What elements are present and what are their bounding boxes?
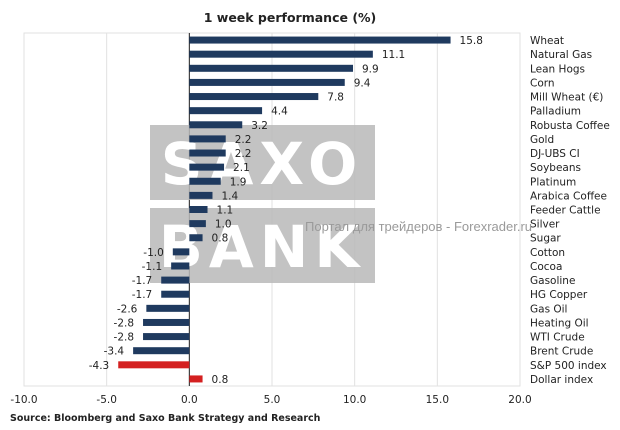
value-label: 0.8: [212, 233, 229, 245]
category-label: Palladium: [530, 106, 581, 118]
value-label: 3.2: [251, 120, 268, 132]
value-label: -1.7: [132, 289, 153, 301]
bar: [171, 262, 190, 270]
grid: [23, 32, 521, 387]
bar: [189, 177, 221, 185]
category-label: Sugar: [530, 233, 561, 245]
category-label: Cotton: [530, 247, 565, 259]
category-labels: Wheat Natural Gas Lean Hogs Corn Mill Wheat …: [530, 35, 610, 386]
bar: [146, 304, 190, 312]
value-label: 4.4: [271, 106, 288, 118]
bar: [189, 107, 263, 115]
category-label: DJ-UBS CI: [530, 148, 580, 160]
value-labels: 15.8 11.19.9 9.4 7.8 4.43.2 2.2 2.2 2.1 1.9 1.4 1.…: [89, 35, 483, 386]
bar: [189, 206, 208, 213]
category-label: Arabica Coffee: [530, 190, 607, 202]
value-label: 15.8: [460, 35, 483, 47]
chart-title: 1 week performance (%): [204, 10, 377, 25]
bar: [189, 135, 226, 143]
category-label: Robusta Coffee: [530, 120, 610, 132]
bar: [189, 64, 354, 72]
value-label: 0.8: [212, 374, 229, 386]
value-label: 11.1: [382, 49, 405, 61]
category-label: Mill Wheat (€): [530, 92, 603, 104]
category-label: Wheat: [530, 35, 564, 47]
category-label: HG Copper: [530, 289, 588, 301]
category-label: WTI Crude: [530, 332, 585, 344]
bar: [189, 375, 203, 383]
bars: [118, 36, 451, 383]
bar: [143, 333, 190, 341]
category-label: Dollar index: [530, 374, 593, 386]
bar: [189, 191, 213, 199]
category-label: Corn: [530, 77, 555, 89]
source-note: Source: Bloomberg and Saxo Bank Strategy…: [10, 413, 321, 424]
watermark: SAXO BANK: [150, 125, 375, 283]
value-label: 9.9: [362, 63, 379, 75]
category-label: Heating Oil: [530, 317, 589, 329]
x-tick-label: -10.0: [10, 394, 37, 406]
value-label: 1.1: [217, 205, 234, 217]
bar: [189, 36, 451, 44]
category-label: Gold: [530, 134, 554, 146]
category-label: Platinum: [530, 176, 576, 188]
value-label: -1.0: [143, 247, 164, 259]
watermark-box-top: [150, 125, 375, 200]
value-label: -3.4: [104, 346, 125, 358]
watermark-text: Портал для трейдеров - Forexrader.ru: [305, 219, 532, 234]
bar: [189, 234, 203, 242]
value-label: 7.8: [327, 92, 344, 104]
value-label: 1.9: [230, 176, 247, 188]
x-tick-label: 15.0: [426, 394, 449, 406]
x-tick-label: 5.0: [264, 394, 281, 406]
bar: [189, 149, 226, 157]
watermark-box-bottom: [150, 208, 375, 283]
bar: [189, 50, 373, 58]
x-tick-label: 10.0: [343, 394, 366, 406]
value-label: -2.8: [114, 317, 135, 329]
x-tick-label: 20.0: [508, 394, 531, 406]
value-label: 1.0: [215, 219, 232, 231]
x-tick-label: -5.0: [96, 394, 117, 406]
bar: [118, 361, 190, 369]
value-label: -1.7: [132, 275, 153, 287]
value-label: 2.2: [235, 148, 252, 160]
value-label: -4.3: [89, 360, 110, 372]
bar: [161, 276, 190, 284]
bar: [189, 163, 225, 171]
x-tick-label: 0.0: [181, 394, 198, 406]
category-label: Feeder Cattle: [530, 205, 601, 217]
value-label: -2.8: [114, 332, 135, 344]
bar: [189, 93, 319, 101]
category-label: Gasoline: [530, 275, 575, 287]
value-label: 1.4: [221, 190, 238, 202]
category-label: Lean Hogs: [530, 63, 585, 75]
bar: [172, 248, 190, 256]
bar: [189, 121, 243, 129]
bar: [189, 78, 345, 86]
value-label: 9.4: [354, 77, 371, 89]
bar: [133, 347, 190, 355]
value-label: 2.2: [235, 134, 252, 146]
category-label: Cocoa: [530, 261, 562, 273]
category-label: Silver: [530, 219, 560, 231]
value-label: -2.6: [117, 303, 138, 315]
category-label: Soybeans: [530, 162, 581, 174]
value-label: -1.1: [142, 261, 163, 273]
category-label: Brent Crude: [530, 346, 593, 358]
bar: [161, 290, 190, 298]
x-tick-labels: -10.0 -5.0 0.0 5.0 10.0 15.0 20.0: [10, 394, 531, 406]
bar: [189, 220, 206, 228]
value-label: 2.1: [233, 162, 250, 174]
category-label: S&P 500 index: [530, 360, 607, 372]
category-label: Gas Oil: [530, 303, 567, 315]
bar: [143, 318, 190, 326]
category-label: Natural Gas: [530, 49, 592, 61]
